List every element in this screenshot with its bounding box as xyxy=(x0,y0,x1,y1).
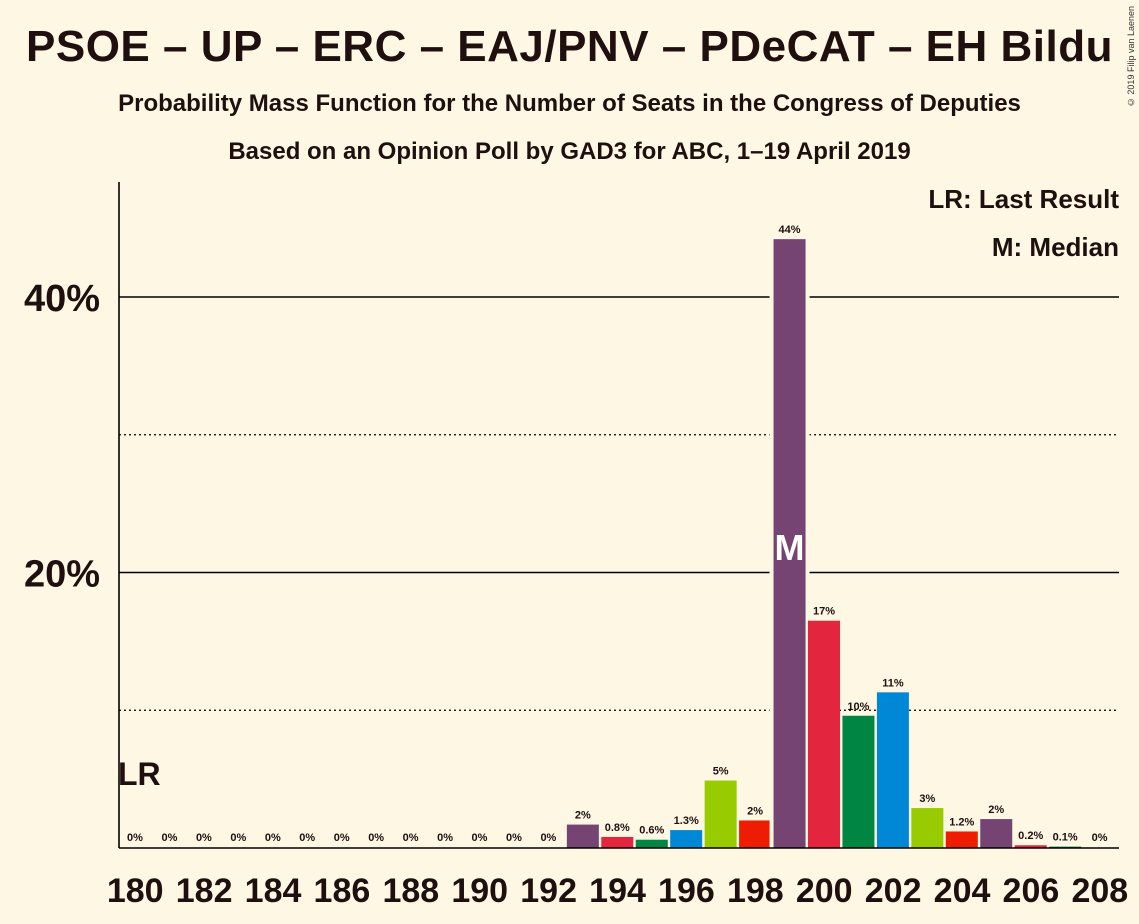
bar-value-label: 0% xyxy=(506,832,522,844)
bar-value-label: 0% xyxy=(196,832,212,844)
bar-value-label: 0% xyxy=(472,832,488,844)
y-tick-label: 20% xyxy=(24,554,100,596)
x-tick-label: 190 xyxy=(451,872,508,910)
bar-seat-202 xyxy=(876,692,909,848)
x-tick-label: 196 xyxy=(658,872,715,910)
bar-seat-205 xyxy=(980,819,1013,848)
x-tick-label: 192 xyxy=(520,872,577,910)
bar-value-label: 0% xyxy=(403,832,419,844)
bar-seat-201 xyxy=(842,715,875,848)
bar-value-label: 0% xyxy=(437,832,453,844)
bar-value-label: 0% xyxy=(230,832,246,844)
bar-seat-196 xyxy=(670,830,703,848)
bar-value-label: 10% xyxy=(847,701,869,713)
bar-seat-195 xyxy=(635,839,668,848)
bar-seat-197 xyxy=(704,780,737,848)
bar-value-label: 2% xyxy=(988,804,1004,816)
bar-value-label: 2% xyxy=(575,810,591,822)
bar-seat-204 xyxy=(945,831,978,848)
bar-seat-200 xyxy=(808,620,840,848)
x-tick-label: 198 xyxy=(727,872,784,910)
bar-value-label: 1.2% xyxy=(949,816,974,828)
x-tick-label: 184 xyxy=(245,872,302,910)
bar-value-label: 44% xyxy=(779,224,801,236)
chart-source: Based on an Opinion Poll by GAD3 for ABC… xyxy=(228,138,911,165)
bar-value-label: 0% xyxy=(334,832,350,844)
x-tick-label: 180 xyxy=(107,872,164,910)
x-tick-label: 182 xyxy=(176,872,233,910)
bar-value-label: 0% xyxy=(1092,832,1108,844)
last-result-marker: LR xyxy=(118,756,161,792)
bar-value-label: 3% xyxy=(919,793,935,805)
x-tick-label: 200 xyxy=(796,872,853,910)
bar-value-label: 17% xyxy=(813,606,835,618)
bar-value-label: 0.1% xyxy=(1053,832,1078,844)
bar-value-label: 0.8% xyxy=(605,822,630,834)
x-tick-label: 188 xyxy=(382,872,439,910)
legend-last-result: LR: Last Result xyxy=(928,184,1119,214)
bar-value-label: 0.2% xyxy=(1018,830,1043,842)
bar-seat-206 xyxy=(1014,845,1047,848)
chart-subtitle: Probability Mass Function for the Number… xyxy=(118,90,1021,117)
x-tick-label: 208 xyxy=(1071,872,1128,910)
bar-value-label: 1.3% xyxy=(674,815,699,827)
bar-value-label: 0% xyxy=(161,832,177,844)
bar-seat-198 xyxy=(739,820,772,848)
bar-seat-193 xyxy=(566,824,599,848)
x-tick-label: 186 xyxy=(314,872,371,910)
x-tick-label: 194 xyxy=(589,872,646,910)
x-tick-label: 204 xyxy=(934,872,991,910)
chart-title: PSOE – UP – ERC – EAJ/PNV – PDeCAT – EH … xyxy=(26,22,1113,71)
bar-value-label: 0% xyxy=(127,832,143,844)
bar-value-label: 0.6% xyxy=(639,825,664,837)
median-marker: M xyxy=(775,527,805,568)
bar-value-label: 0% xyxy=(265,832,281,844)
bar-value-label: 0% xyxy=(540,832,556,844)
bar-value-label: 5% xyxy=(713,766,729,778)
bar-value-label: 2% xyxy=(747,805,763,817)
bar-seat-203 xyxy=(911,808,944,848)
bar-seat-194 xyxy=(601,836,634,848)
x-tick-label: 206 xyxy=(1003,872,1060,910)
bar-seat-199 xyxy=(773,239,806,848)
bar-value-label: 0% xyxy=(299,832,315,844)
y-tick-label: 40% xyxy=(24,278,100,320)
legend-median: M: Median xyxy=(991,232,1119,262)
bar-value-label: 11% xyxy=(882,677,904,689)
x-tick-label: 202 xyxy=(865,872,922,910)
bar-value-label: 0% xyxy=(368,832,384,844)
